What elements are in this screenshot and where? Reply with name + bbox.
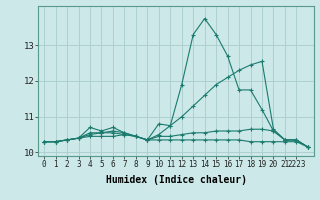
X-axis label: Humidex (Indice chaleur): Humidex (Indice chaleur) — [106, 175, 246, 185]
